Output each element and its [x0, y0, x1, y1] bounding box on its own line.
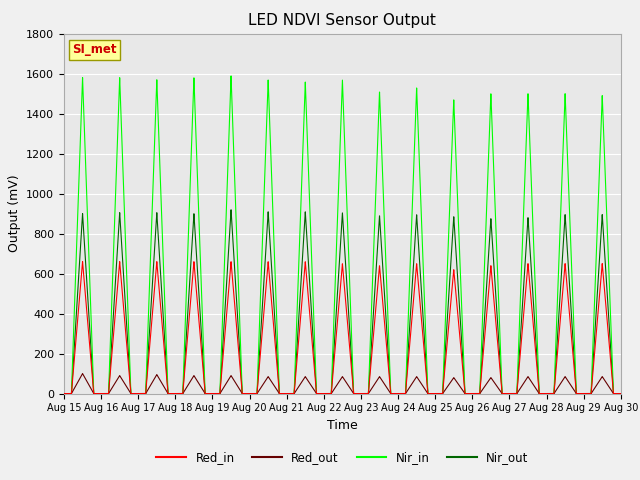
X-axis label: Time: Time	[327, 419, 358, 432]
Y-axis label: Output (mV): Output (mV)	[8, 175, 20, 252]
Text: SI_met: SI_met	[72, 43, 117, 56]
Title: LED NDVI Sensor Output: LED NDVI Sensor Output	[248, 13, 436, 28]
Legend: Red_in, Red_out, Nir_in, Nir_out: Red_in, Red_out, Nir_in, Nir_out	[152, 446, 533, 469]
